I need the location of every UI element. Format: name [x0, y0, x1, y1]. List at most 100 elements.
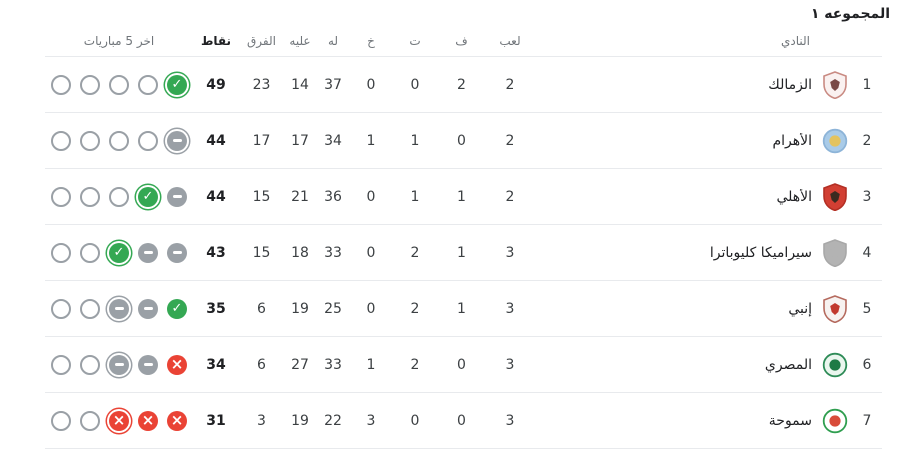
- last5-cell: ✓: [45, 186, 193, 207]
- form-empty-dot: [80, 410, 100, 431]
- drawn-value: 0: [410, 76, 420, 93]
- goals-against-value: 14: [291, 76, 309, 93]
- drawn-value: 2: [410, 300, 420, 317]
- form-empty-dot: [51, 354, 71, 375]
- club-name: المصري: [764, 356, 812, 373]
- form-draw-dot: [138, 242, 158, 263]
- form-draw-dot: [109, 354, 129, 375]
- last5-cell: ×: [45, 354, 193, 375]
- form-empty-dot: [80, 242, 100, 263]
- form-empty-dot: [80, 354, 100, 375]
- goal-diff-value: 23: [252, 76, 271, 93]
- lost-value: 0: [366, 300, 376, 317]
- header-goal-diff: الفرق: [247, 34, 276, 48]
- header-lost: خ: [367, 34, 375, 48]
- form-win-dot: ✓: [167, 74, 187, 95]
- form-win-dot: ✓: [167, 298, 187, 319]
- goals-against-value: 27: [291, 356, 309, 373]
- points-value: 49: [206, 76, 226, 93]
- played-value: 2: [505, 188, 515, 205]
- club-logo: [818, 352, 852, 378]
- played-value: 2: [505, 76, 515, 93]
- rank-number: 3: [862, 188, 872, 205]
- standings-table: النادي لعب ف ت خ له عليه الفرق نقاط اخر …: [45, 26, 882, 449]
- played-value: 3: [505, 300, 515, 317]
- club-crest-icon: [823, 182, 847, 211]
- goals-against-value: 18: [291, 244, 309, 261]
- rank-number: 5: [862, 300, 872, 317]
- table-row[interactable]: 3 الأهلي 2 1 1 0 36 21 15 44 ✓: [45, 169, 882, 225]
- table-row[interactable]: 1 الزمالك 2 2 0 0 37 14 23 49 ✓: [45, 57, 882, 113]
- won-value: 0: [457, 132, 466, 149]
- last5-cell: ✓: [45, 242, 193, 263]
- form-win-dot: ✓: [109, 242, 129, 263]
- club-logo: [818, 294, 852, 323]
- goals-against-value: 19: [291, 412, 309, 429]
- header-club: النادي: [780, 34, 810, 48]
- lost-value: 3: [366, 412, 376, 429]
- header-last5: اخر 5 مباريات: [83, 34, 155, 48]
- form-empty-dot: [51, 298, 71, 319]
- form-empty-dot: [138, 130, 158, 151]
- form-empty-dot: [51, 186, 71, 207]
- form-empty-dot: [80, 298, 100, 319]
- form-draw-dot: [138, 298, 158, 319]
- header-drawn: ت: [409, 34, 421, 48]
- drawn-value: 1: [410, 188, 420, 205]
- lost-value: 1: [366, 132, 376, 149]
- form-empty-dot: [109, 74, 129, 95]
- form-empty-dot: [109, 130, 129, 151]
- goals-for-value: 25: [324, 300, 342, 317]
- club-logo: [818, 128, 852, 154]
- club-crest-icon: [823, 70, 847, 99]
- form-empty-dot: [51, 410, 71, 431]
- header-goals-against: عليه: [289, 34, 311, 48]
- header-goals-for: له: [327, 34, 339, 48]
- table-row[interactable]: 6 المصري 3 0 2 1 33 27 6 34 ×: [45, 337, 882, 393]
- club-name: الأهلي: [776, 188, 812, 205]
- goals-against-value: 17: [291, 132, 309, 149]
- goal-diff-value: 17: [252, 132, 271, 149]
- goals-for-value: 33: [324, 244, 342, 261]
- club-logo: [818, 70, 852, 99]
- rank-number: 7: [862, 412, 872, 429]
- lost-value: 1: [366, 356, 376, 373]
- group-title: المجموعه ١: [810, 6, 890, 22]
- points-value: 35: [206, 300, 226, 317]
- points-value: 34: [206, 356, 226, 373]
- form-empty-dot: [138, 74, 158, 95]
- lost-value: 0: [366, 188, 376, 205]
- table-row[interactable]: 5 إنبي 3 1 2 0 25 19 6 35 ✓: [45, 281, 882, 337]
- header-won: ف: [455, 34, 468, 48]
- goals-against-value: 21: [291, 188, 309, 205]
- won-value: 1: [457, 244, 466, 261]
- club-name: سموحة: [768, 412, 812, 429]
- form-empty-dot: [51, 242, 71, 263]
- form-win-dot: ✓: [138, 186, 158, 207]
- club-crest-icon: [822, 408, 848, 433]
- goals-for-value: 33: [324, 356, 342, 373]
- table-row[interactable]: 7 سموحة 3 0 0 3 22 19 3 31 × × ×: [45, 393, 882, 449]
- points-value: 43: [206, 244, 226, 261]
- last5-cell: ✓: [45, 74, 193, 95]
- form-empty-dot: [51, 130, 71, 151]
- points-value: 31: [206, 412, 226, 429]
- won-value: 0: [457, 412, 466, 429]
- rank-number: 4: [862, 244, 872, 261]
- table-row[interactable]: 4 سيراميكا كليوباترا 3 1 2 0 33 18 15 43…: [45, 225, 882, 281]
- form-draw-dot: [109, 298, 129, 319]
- won-value: 0: [457, 356, 466, 373]
- drawn-value: 2: [410, 356, 420, 373]
- form-draw-dot: [138, 354, 158, 375]
- table-row[interactable]: 2 الأهرام 2 0 1 1 34 17 17 44: [45, 113, 882, 169]
- standings-header-row: النادي لعب ف ت خ له عليه الفرق نقاط اخر …: [45, 26, 882, 57]
- club-name: الزمالك: [768, 76, 812, 93]
- played-value: 3: [505, 356, 515, 373]
- goals-against-value: 19: [291, 300, 309, 317]
- played-value: 3: [505, 244, 515, 261]
- goals-for-value: 37: [324, 76, 342, 93]
- last5-cell: ✓: [45, 298, 193, 319]
- club-name: إنبي: [788, 300, 812, 317]
- played-value: 3: [505, 412, 515, 429]
